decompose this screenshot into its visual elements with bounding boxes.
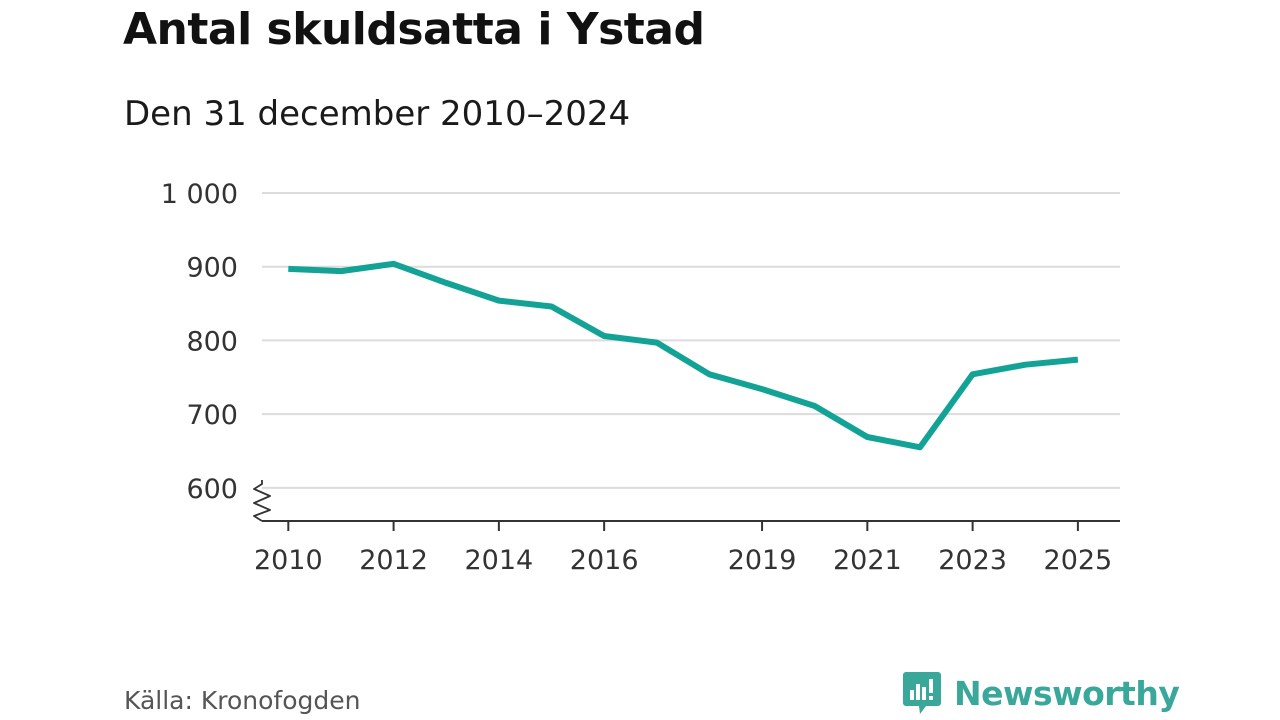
data-point (706, 371, 712, 377)
y-axis: 600 700 800 900 1 000 (161, 179, 271, 522)
data-point (1075, 357, 1081, 363)
brand-name: Newsworthy (954, 673, 1180, 713)
x-tick-label: 2023 (938, 545, 1007, 576)
data-point (601, 333, 607, 339)
chart-subtitle: Den 31 december 2010–2024 (124, 94, 631, 134)
x-tick-label: 2025 (1044, 545, 1113, 576)
series-line (288, 260, 1079, 451)
brand-logo: Newsworthy (902, 670, 1180, 716)
y-tick-label: 700 (186, 400, 238, 431)
data-point (970, 371, 976, 377)
axis-break-icon (253, 480, 271, 522)
data-point (917, 444, 923, 450)
data-point (285, 266, 291, 272)
source-note: Källa: Kronofogden (124, 686, 361, 715)
data-point (759, 386, 765, 392)
chart-title: Antal skuldsatta i Ystad (123, 4, 705, 55)
y-tick-label: 600 (186, 474, 238, 505)
x-tick-label: 2010 (254, 545, 323, 576)
data-point (391, 261, 397, 267)
x-tick-label: 2014 (465, 545, 534, 576)
y-tick-label: 1 000 (161, 179, 238, 210)
data-point (864, 434, 870, 440)
data-point (1022, 362, 1028, 368)
x-tick-label: 2019 (728, 545, 797, 576)
x-tick-label: 2012 (359, 545, 428, 576)
data-point (812, 403, 818, 409)
series (285, 260, 1081, 451)
x-tick-label: 2021 (833, 545, 902, 576)
x-axis: 2010 2012 2014 2016 2019 2021 2023 2025 (254, 520, 1120, 576)
data-point (443, 280, 449, 286)
x-tick-label: 2016 (570, 545, 639, 576)
gridlines (262, 192, 1120, 489)
y-tick-label: 900 (186, 253, 238, 284)
data-point (496, 298, 502, 304)
newsworthy-logo-icon (903, 672, 941, 714)
data-point (338, 268, 344, 274)
data-point (654, 340, 660, 346)
y-tick-label: 800 (186, 326, 238, 357)
data-point (549, 304, 555, 310)
